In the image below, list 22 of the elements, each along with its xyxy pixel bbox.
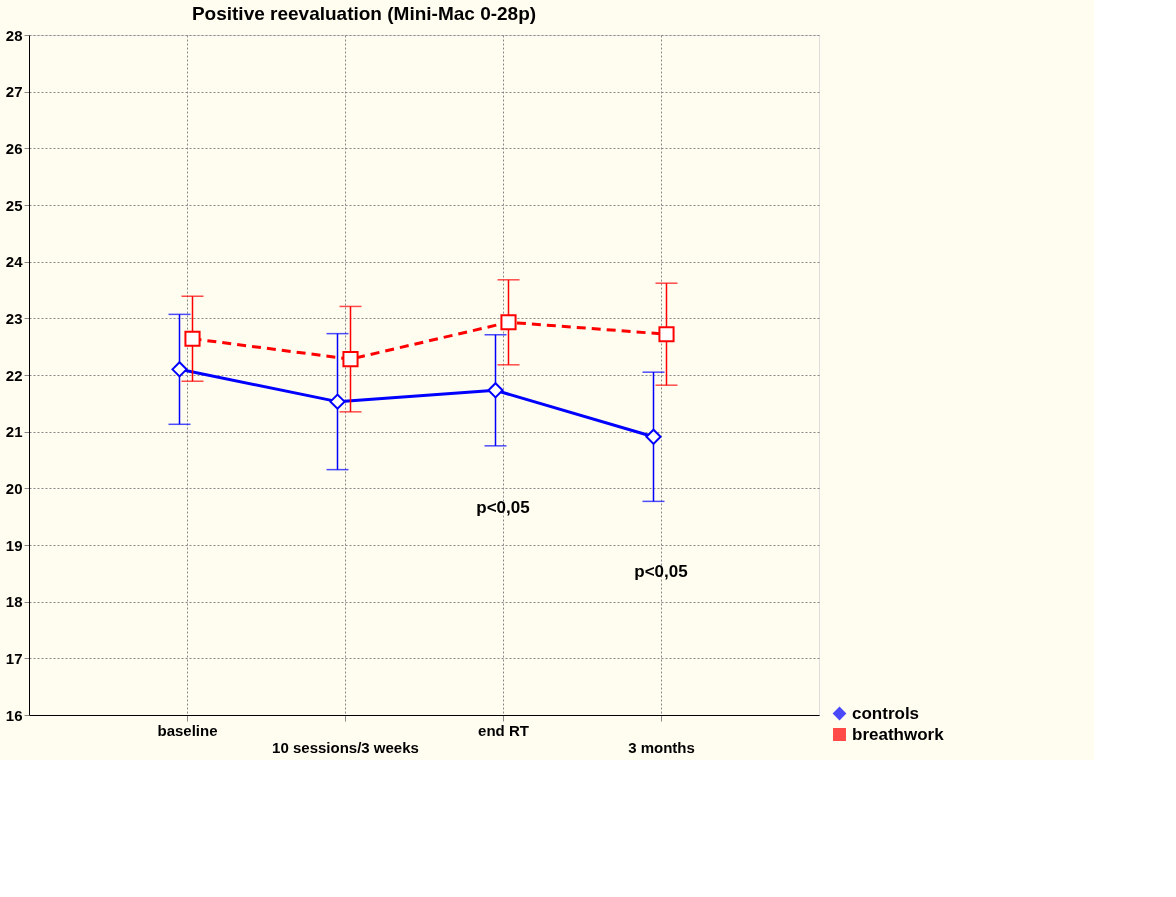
annotation: p<0,05 [476, 497, 530, 517]
y-tick-label: 26 [5, 139, 23, 157]
y-tick-label: 24 [5, 253, 24, 271]
y-tick-label: 21 [5, 423, 23, 441]
y-tick-label: 23 [5, 309, 23, 327]
y-tick-label: 16 [5, 706, 23, 724]
y-tick-label: 25 [5, 196, 23, 214]
annotation: p<0,05 [634, 562, 688, 582]
x-tick-label: 3 months [628, 738, 695, 756]
legend-label: controls [852, 703, 920, 723]
x-tick-label: baseline [157, 721, 218, 739]
x-tick-label: 10 sessions/3 weeks [272, 738, 419, 756]
legend-label: breathwork [852, 724, 945, 744]
y-tick-label: 19 [5, 536, 23, 554]
chart-title: Positive reevaluation (Mini-Mac 0-28p) [191, 3, 537, 24]
x-tick-label: end RT [478, 721, 529, 739]
y-tick-label: 28 [5, 26, 23, 44]
y-tick-label: 18 [5, 593, 23, 611]
y-tick-label: 22 [5, 366, 23, 384]
y-tick-label: 20 [5, 479, 23, 497]
y-tick-label: 17 [5, 649, 23, 667]
y-tick-label: 27 [5, 83, 23, 101]
